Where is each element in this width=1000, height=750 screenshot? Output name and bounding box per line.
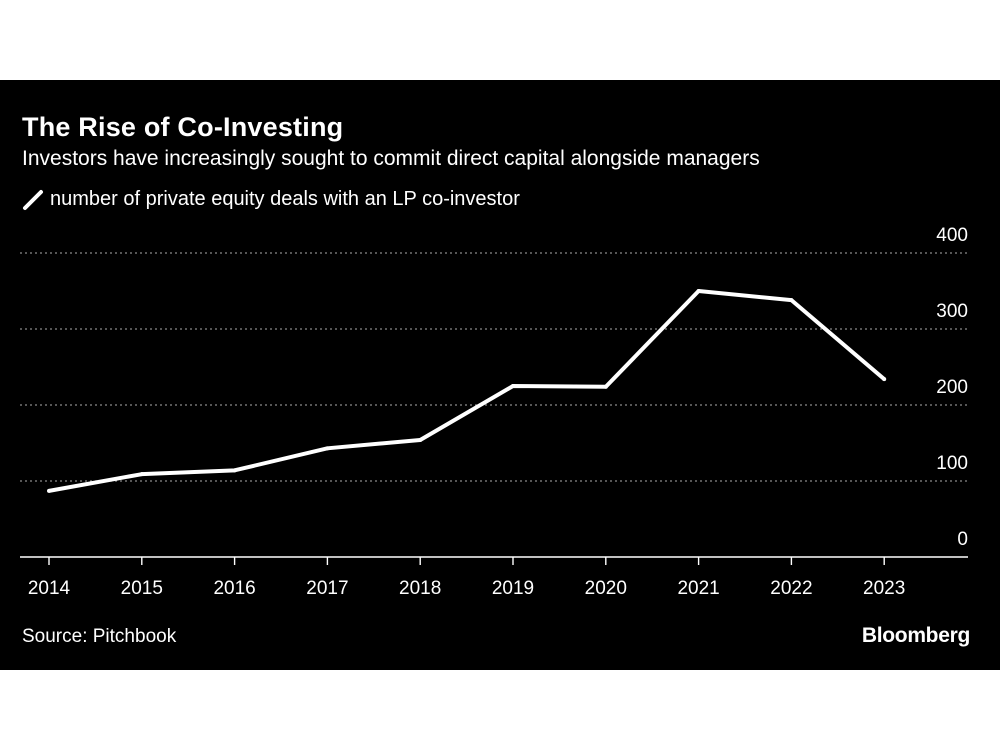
data-point-2016 xyxy=(232,468,237,473)
x-tick-label-2021: 2021 xyxy=(677,578,719,599)
y-tick-label-300: 300 xyxy=(936,301,968,322)
data-point-2022 xyxy=(789,298,794,303)
data-point-2020 xyxy=(603,384,608,389)
x-tick-label-2020: 2020 xyxy=(585,578,627,599)
x-tick-label-2017: 2017 xyxy=(306,578,348,599)
x-tick-label-2016: 2016 xyxy=(213,578,255,599)
x-tick-label-2022: 2022 xyxy=(770,578,812,599)
x-tick-label-2023: 2023 xyxy=(863,578,905,599)
y-tick-label-100: 100 xyxy=(936,453,968,474)
data-point-2023 xyxy=(882,377,887,382)
x-tick-labels: 2014 2015 2016 2017 2018 2019 2020 2021 2022 2023 xyxy=(28,578,905,599)
data-point-2019 xyxy=(511,384,515,388)
y-tick-label-0: 0 xyxy=(957,529,968,550)
data-point-2018 xyxy=(418,437,423,442)
source-note: Source: Pitchbook xyxy=(22,626,177,647)
grid-lines xyxy=(20,252,968,482)
x-tick-label-2015: 2015 xyxy=(121,578,163,599)
series-line-co-investor-deals xyxy=(48,289,886,493)
y-tick-labels: 0 100 200 300 400 xyxy=(936,225,968,550)
chart-panel: The Rise of Co-Investing Investors have … xyxy=(0,80,1000,670)
data-point-2015 xyxy=(139,472,144,477)
x-tick-label-2014: 2014 xyxy=(28,578,71,599)
x-axis xyxy=(20,556,968,565)
legend: number of private equity deals with an L… xyxy=(22,188,520,211)
y-tick-label-200: 200 xyxy=(936,377,968,398)
y-tick-label-400: 400 xyxy=(936,225,968,246)
data-point-2017 xyxy=(325,446,330,451)
x-tick-label-2019: 2019 xyxy=(492,578,534,599)
x-tick-label-2018: 2018 xyxy=(399,578,441,599)
bloomberg-logo: Bloomberg xyxy=(861,624,970,647)
chart-subtitle: Investors have increasingly sought to co… xyxy=(22,147,760,170)
data-point-2014 xyxy=(47,488,51,493)
legend-label: number of private equity deals with an L… xyxy=(50,188,520,210)
data-point-2021 xyxy=(696,289,701,293)
series-layer xyxy=(47,289,887,493)
legend-line-swatch-icon xyxy=(23,189,43,210)
chart-title: The Rise of Co-Investing xyxy=(22,112,344,142)
